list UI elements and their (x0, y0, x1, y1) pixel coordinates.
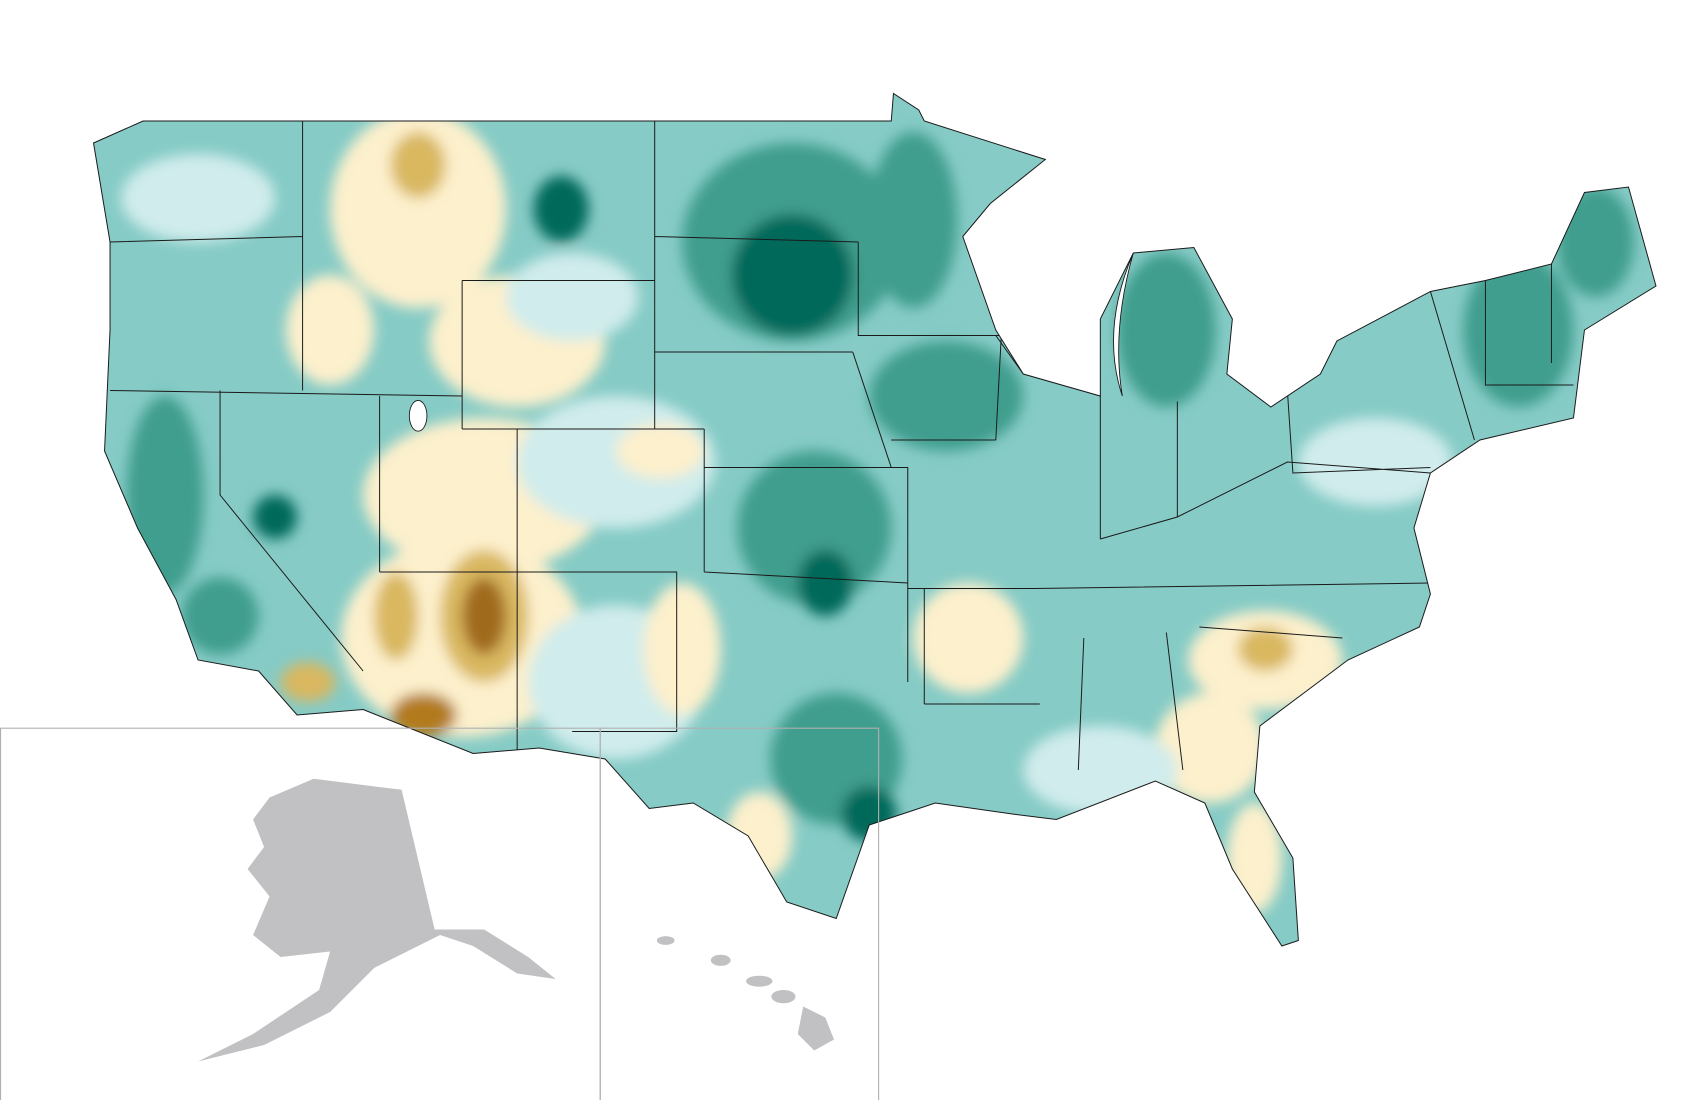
blob (253, 495, 298, 539)
hawaii (656, 936, 835, 1051)
blob (121, 154, 276, 242)
blob (731, 214, 853, 336)
blob (841, 786, 897, 842)
blob (797, 550, 853, 616)
blob (737, 451, 892, 605)
island (746, 975, 773, 987)
blob (1237, 627, 1293, 671)
blob (869, 341, 1024, 451)
blob (533, 176, 589, 242)
blob (913, 583, 1024, 693)
great-salt-lake (408, 399, 428, 432)
island (771, 990, 796, 1004)
blob (374, 572, 419, 660)
blob (616, 423, 705, 479)
state-borders (110, 121, 1574, 771)
blob (726, 792, 793, 880)
blob (643, 583, 721, 715)
blob (1116, 253, 1216, 407)
lake-michigan (1113, 252, 1134, 397)
blob (390, 693, 457, 737)
shading-blobs (121, 110, 1634, 913)
blob (1556, 187, 1634, 297)
blob (280, 662, 336, 702)
blob (1155, 693, 1266, 803)
alaska (198, 778, 556, 1062)
blob (181, 577, 259, 655)
blob (1298, 418, 1453, 506)
island (710, 954, 731, 966)
hawaii-inset-frame (599, 727, 880, 1100)
blob (126, 396, 204, 594)
blob (506, 253, 639, 341)
conus-outline (92, 92, 1657, 947)
blob (462, 577, 507, 655)
blob (286, 275, 375, 385)
blob (390, 132, 446, 198)
blob (1023, 726, 1178, 814)
island (797, 1006, 835, 1051)
blob (1226, 803, 1282, 913)
blob (330, 110, 507, 308)
blob (869, 132, 958, 308)
island (656, 936, 675, 945)
blob (1463, 253, 1574, 407)
